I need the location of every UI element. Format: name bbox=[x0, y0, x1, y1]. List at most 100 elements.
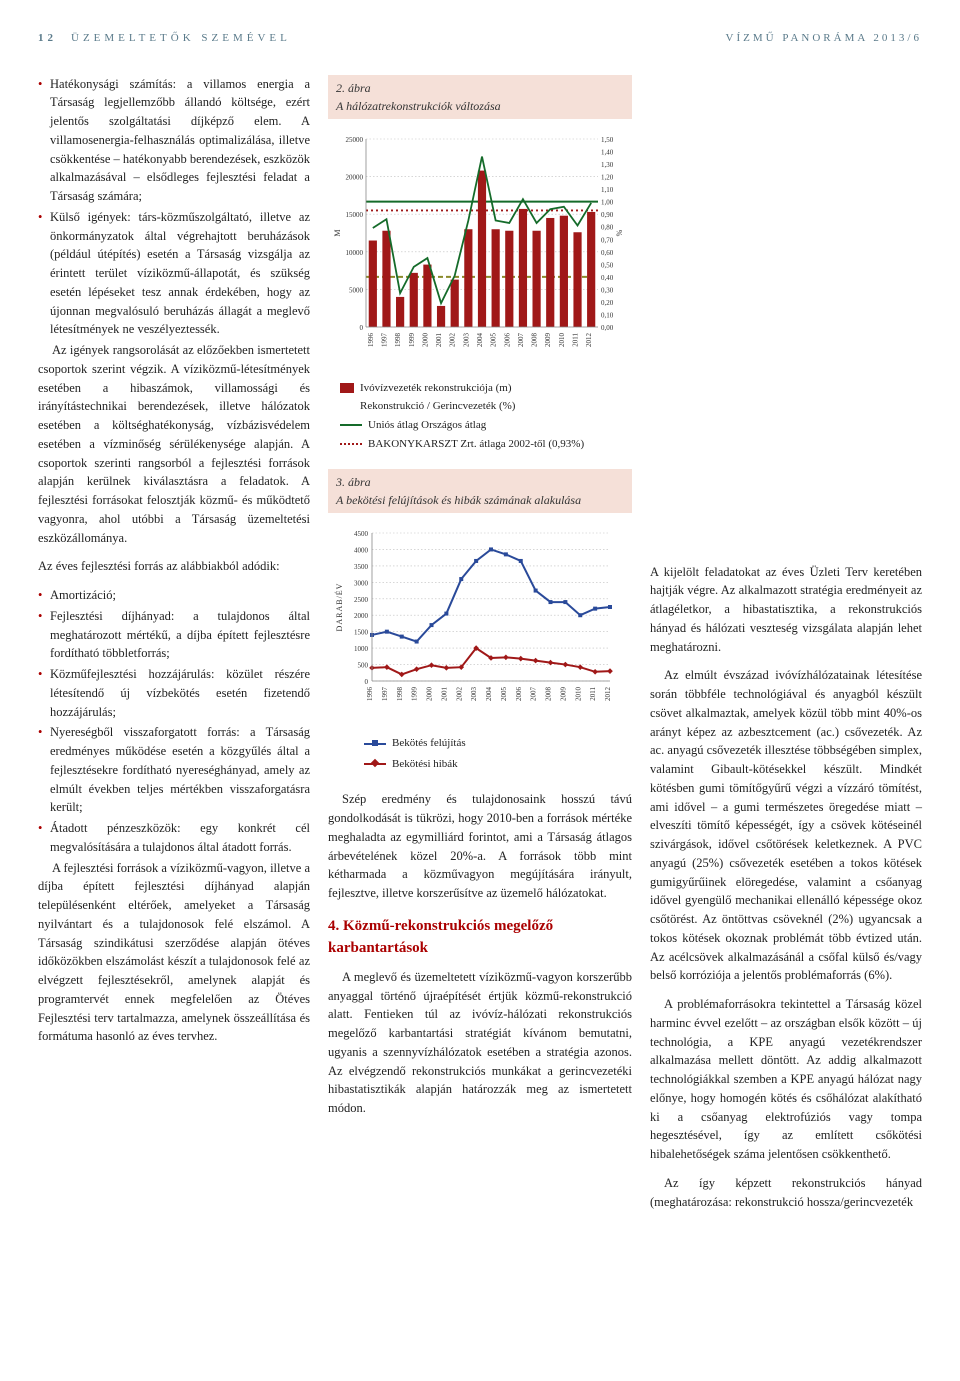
svg-text:2000: 2000 bbox=[354, 612, 369, 620]
svg-text:1997: 1997 bbox=[381, 687, 389, 702]
svg-text:3000: 3000 bbox=[354, 580, 369, 588]
svg-text:1998: 1998 bbox=[394, 332, 402, 347]
svg-text:2002: 2002 bbox=[455, 687, 463, 702]
svg-text:1999: 1999 bbox=[411, 687, 419, 702]
svg-text:2003: 2003 bbox=[470, 687, 478, 702]
svg-text:1500: 1500 bbox=[354, 629, 369, 637]
svg-text:2500: 2500 bbox=[354, 596, 369, 604]
right-column: A kijelölt feladatokat az éves Üzleti Te… bbox=[650, 75, 922, 1222]
svg-text:1,10: 1,10 bbox=[601, 186, 614, 194]
svg-text:0,90: 0,90 bbox=[601, 211, 614, 219]
svg-text:10000: 10000 bbox=[346, 248, 364, 256]
svg-text:2011: 2011 bbox=[572, 332, 580, 346]
middle-column: 2. ábra A hálózatrekonstrukciók változás… bbox=[328, 75, 632, 1222]
svg-text:2009: 2009 bbox=[559, 687, 567, 702]
figure-number: 3. ábra bbox=[336, 475, 371, 489]
svg-text:3500: 3500 bbox=[354, 563, 369, 571]
bullet: Közműfejlesztési hozzájárulás: közület r… bbox=[38, 665, 310, 721]
svg-text:1,20: 1,20 bbox=[601, 173, 614, 181]
paragraph: Szép eredmény és tulajdonosaink hosszú t… bbox=[328, 790, 632, 903]
svg-text:1,30: 1,30 bbox=[601, 161, 614, 169]
svg-text:0,50: 0,50 bbox=[601, 261, 614, 269]
legend-text: Uniós átlag Országos átlag bbox=[368, 416, 486, 435]
svg-text:2010: 2010 bbox=[558, 332, 566, 347]
svg-text:2009: 2009 bbox=[544, 332, 552, 347]
paragraph: A kijelölt feladatokat az éves Üzleti Te… bbox=[650, 563, 922, 657]
figure3-caption: 3. ábra A bekötési felújítások és hibák … bbox=[328, 469, 632, 513]
svg-text:2007: 2007 bbox=[530, 687, 538, 702]
legend-dots-bakony bbox=[340, 443, 362, 445]
figure-title: A hálózatrekonstrukciók változása bbox=[336, 99, 501, 113]
svg-text:2001: 2001 bbox=[435, 332, 443, 347]
page-header: 12 ÜZEMELTETŐK SZEMÉVEL VÍZMŰ PANORÁMA 2… bbox=[38, 30, 922, 47]
paragraph: A meglevő és üzemeltetett víziközmű-vagy… bbox=[328, 968, 632, 1118]
legend-swatch-bar bbox=[340, 383, 354, 393]
svg-text:4500: 4500 bbox=[354, 530, 369, 538]
svg-text:0,10: 0,10 bbox=[601, 311, 614, 319]
funding-bullets: Amortizáció; Fejlesztési díjhányad: a tu… bbox=[38, 586, 310, 857]
svg-text:2008: 2008 bbox=[545, 687, 553, 702]
svg-text:2000: 2000 bbox=[426, 687, 434, 702]
bullet: Amortizáció; bbox=[38, 586, 310, 605]
legend-line-unios bbox=[340, 424, 362, 426]
svg-text:1,50: 1,50 bbox=[601, 136, 614, 144]
bullet: Külső igények: társ-közműszolgáltató, il… bbox=[38, 208, 310, 339]
svg-text:1000: 1000 bbox=[354, 645, 369, 653]
figure2-svg: 05000100001500020000250000,000,100,200,3… bbox=[330, 131, 630, 361]
svg-text:0,60: 0,60 bbox=[601, 248, 614, 256]
svg-text:25000: 25000 bbox=[346, 136, 364, 144]
figure3-svg: 0500100015002000250030003500400045001996… bbox=[330, 525, 620, 715]
svg-text:2004: 2004 bbox=[476, 332, 484, 347]
svg-text:2003: 2003 bbox=[462, 332, 470, 347]
figure3-chart: 0500100015002000250030003500400045001996… bbox=[328, 519, 632, 721]
svg-text:1,40: 1,40 bbox=[601, 148, 614, 156]
svg-text:0: 0 bbox=[365, 678, 369, 686]
svg-text:2010: 2010 bbox=[574, 687, 582, 702]
figure-number: 2. ábra bbox=[336, 81, 371, 95]
svg-text:2006: 2006 bbox=[515, 687, 523, 702]
paragraph: A fejlesztési források a víziközmű-vagyo… bbox=[38, 859, 310, 1047]
legend-text: Rekonstrukció / Gerincvezeték (%) bbox=[360, 397, 515, 416]
svg-text:2012: 2012 bbox=[585, 332, 593, 347]
svg-text:0,20: 0,20 bbox=[601, 298, 614, 306]
svg-text:2000: 2000 bbox=[421, 332, 429, 347]
paragraph: A problémaforrásokra tekintettel a Társa… bbox=[650, 995, 922, 1164]
svg-text:0,00: 0,00 bbox=[601, 324, 614, 332]
figure2-caption: 2. ábra A hálózatrekonstrukciók változás… bbox=[328, 75, 632, 119]
svg-text:0,70: 0,70 bbox=[601, 236, 614, 244]
svg-text:1996: 1996 bbox=[366, 687, 374, 702]
svg-text:2006: 2006 bbox=[503, 332, 511, 347]
svg-text:2002: 2002 bbox=[449, 332, 457, 347]
bullet: Hatékonysági számítás: a villamos energi… bbox=[38, 75, 310, 206]
svg-text:DARAB/ÉV: DARAB/ÉV bbox=[334, 583, 344, 632]
paragraph: Az elmúlt évszázad ivóvízhálózatainak lé… bbox=[650, 666, 922, 985]
publication-title: VÍZMŰ PANORÁMA 2013/6 bbox=[726, 30, 922, 47]
figure2-chart: 05000100001500020000250000,000,100,200,3… bbox=[328, 125, 632, 367]
paragraph: Az éves fejlesztési forrás az alábbiakbó… bbox=[38, 557, 310, 576]
svg-text:4000: 4000 bbox=[354, 547, 369, 555]
svg-text:2008: 2008 bbox=[531, 332, 539, 347]
legend-text: Bekötési hibák bbox=[392, 756, 458, 773]
svg-text:2001: 2001 bbox=[440, 687, 448, 702]
svg-text:1996: 1996 bbox=[367, 332, 375, 347]
svg-text:1997: 1997 bbox=[380, 332, 388, 347]
figure3-legend: Bekötés felújítás Bekötési hibák bbox=[364, 735, 632, 776]
svg-text:1999: 1999 bbox=[408, 332, 416, 347]
bullet: Nyereségből visszaforgatott forrás: a Tá… bbox=[38, 723, 310, 817]
figure-title: A bekötési felújítások és hibák számának… bbox=[336, 493, 581, 507]
svg-text:2004: 2004 bbox=[485, 687, 493, 702]
paragraph: Az így képzett rekonstrukciós hányad (me… bbox=[650, 1174, 922, 1212]
svg-text:1998: 1998 bbox=[396, 687, 404, 702]
paragraph: Az igények rangsorolását az előzőekben i… bbox=[38, 341, 310, 547]
svg-text:20000: 20000 bbox=[346, 173, 364, 181]
svg-text:0,80: 0,80 bbox=[601, 223, 614, 231]
svg-text:2007: 2007 bbox=[517, 332, 525, 347]
bullet: Fejlesztési díjhányad: a tulajdonos álta… bbox=[38, 607, 310, 663]
section-title: ÜZEMELTETŐK SZEMÉVEL bbox=[71, 30, 291, 47]
page-number: 12 bbox=[38, 30, 57, 47]
svg-text:2012: 2012 bbox=[604, 687, 612, 702]
svg-text:2005: 2005 bbox=[490, 332, 498, 347]
svg-text:0,40: 0,40 bbox=[601, 273, 614, 281]
svg-text:0: 0 bbox=[360, 324, 364, 332]
svg-text:2005: 2005 bbox=[500, 687, 508, 702]
